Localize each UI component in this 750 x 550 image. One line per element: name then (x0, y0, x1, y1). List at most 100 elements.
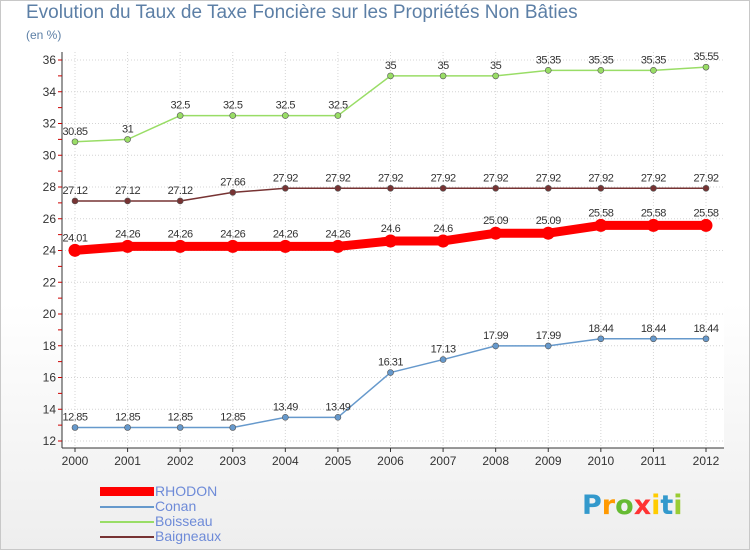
data-label-conan: 16.31 (378, 357, 403, 369)
data-label-rhodon: 25.58 (693, 207, 718, 219)
data-point-conan (650, 335, 657, 343)
data-label-baigneaux: 27.92 (378, 172, 403, 184)
data-point-conan (334, 414, 342, 421)
y-tick-label: 34 (43, 85, 57, 99)
data-label-baigneaux: 27.92 (641, 172, 666, 184)
x-tick-label: 2003 (219, 454, 246, 468)
data-point-boisseau (702, 63, 710, 71)
data-label-boisseau: 35.35 (588, 54, 613, 66)
data-point-boisseau (124, 136, 131, 143)
data-point-boisseau (387, 72, 394, 80)
data-point-boisseau (334, 112, 342, 119)
x-tick-label: 2010 (587, 454, 614, 468)
x-tick-label: 2012 (693, 454, 720, 468)
y-tick-label: 30 (43, 148, 57, 162)
y-tick-label: 22 (43, 275, 57, 289)
data-label-baigneaux: 27.66 (220, 176, 245, 188)
data-point-rhodon (226, 239, 240, 253)
data-label-baigneaux: 27.12 (115, 185, 140, 197)
data-point-baigneaux (71, 197, 79, 205)
data-point-rhodon (489, 226, 503, 240)
data-label-conan: 18.44 (641, 323, 666, 335)
data-point-conan (544, 342, 552, 350)
y-tick-label: 12 (43, 434, 57, 448)
data-label-conan: 12.85 (220, 412, 245, 424)
data-label-rhodon: 25.58 (641, 207, 666, 219)
x-tick-label: 2002 (167, 454, 194, 468)
data-label-baigneaux: 27.92 (431, 172, 456, 184)
data-point-rhodon (121, 239, 135, 253)
x-tick-label: 2000 (62, 454, 89, 468)
data-point-boisseau (544, 67, 552, 74)
x-tick-label: 2006 (377, 454, 404, 468)
data-label-boisseau: 35.35 (536, 54, 561, 66)
data-point-baigneaux (597, 184, 605, 192)
data-label-baigneaux: 27.92 (325, 172, 350, 184)
data-label-rhodon: 24.26 (273, 228, 298, 240)
logo-letter: P (582, 490, 602, 521)
data-point-rhodon (331, 239, 345, 253)
data-label-rhodon: 24.6 (381, 223, 401, 235)
data-label-baigneaux: 27.12 (62, 185, 87, 197)
x-tick-label: 2007 (430, 454, 457, 468)
data-label-conan: 12.85 (115, 412, 140, 424)
data-point-baigneaux (544, 184, 552, 192)
data-point-conan (71, 424, 79, 431)
data-label-boisseau: 32.5 (223, 100, 243, 112)
data-label-rhodon: 24.26 (115, 228, 140, 240)
data-label-boisseau: 35.55 (693, 51, 718, 63)
data-label-conan: 12.85 (62, 412, 87, 424)
data-point-baigneaux (650, 184, 657, 192)
data-point-conan (176, 424, 184, 431)
data-point-baigneaux (492, 184, 499, 192)
data-point-boisseau (71, 138, 79, 146)
data-point-conan (597, 335, 605, 343)
data-point-conan (124, 424, 131, 431)
data-label-conan: 18.44 (588, 323, 613, 335)
y-tick-label: 20 (43, 307, 57, 321)
legend-label-rhodon: RHODON (155, 483, 218, 499)
data-label-rhodon: 24.01 (62, 232, 87, 244)
logo-letter: x (633, 490, 652, 521)
data-point-boisseau (439, 72, 447, 80)
data-label-conan: 18.44 (693, 323, 718, 335)
data-label-baigneaux: 27.92 (693, 172, 718, 184)
logo-letter: t (660, 490, 674, 521)
data-point-rhodon (646, 218, 660, 232)
legend-swatch-baigneaux (100, 536, 154, 538)
data-label-rhodon: 24.26 (220, 228, 245, 240)
y-tick-label: 16 (43, 371, 57, 385)
logo-letter: o (615, 490, 634, 521)
data-label-boisseau: 32.5 (170, 100, 190, 112)
data-point-rhodon (541, 226, 555, 240)
y-tick-label: 14 (43, 402, 57, 416)
data-point-conan (229, 424, 237, 431)
data-point-rhodon (436, 234, 450, 248)
data-point-boisseau (176, 112, 184, 119)
x-tick-label: 2005 (325, 454, 352, 468)
data-label-rhodon: 24.26 (168, 228, 193, 240)
data-label-boisseau: 31 (122, 123, 134, 135)
data-point-boisseau (492, 72, 499, 80)
data-label-rhodon: 25.58 (588, 207, 613, 219)
legend-label-conan: Conan (155, 498, 197, 514)
data-label-rhodon: 25.09 (483, 215, 508, 227)
x-tick-label: 2011 (641, 454, 667, 468)
data-label-rhodon: 24.26 (325, 228, 350, 240)
data-label-boisseau: 32.5 (276, 100, 296, 112)
data-point-rhodon (594, 218, 608, 232)
chart-title: Evolution du Taux de Taxe Foncière sur l… (26, 2, 578, 23)
data-label-boisseau: 30.85 (62, 126, 87, 138)
data-point-baigneaux (282, 184, 289, 192)
data-label-boisseau: 35 (490, 60, 502, 72)
y-tick-label: 24 (43, 244, 57, 258)
data-point-conan (439, 356, 447, 363)
data-label-baigneaux: 27.12 (168, 185, 193, 197)
data-point-rhodon (68, 243, 82, 257)
data-point-baigneaux (229, 189, 237, 196)
data-label-conan: 17.13 (431, 344, 456, 356)
data-point-conan (492, 342, 499, 350)
data-point-conan (387, 369, 394, 376)
logo-letter: r (601, 490, 616, 521)
data-point-boisseau (229, 112, 237, 119)
